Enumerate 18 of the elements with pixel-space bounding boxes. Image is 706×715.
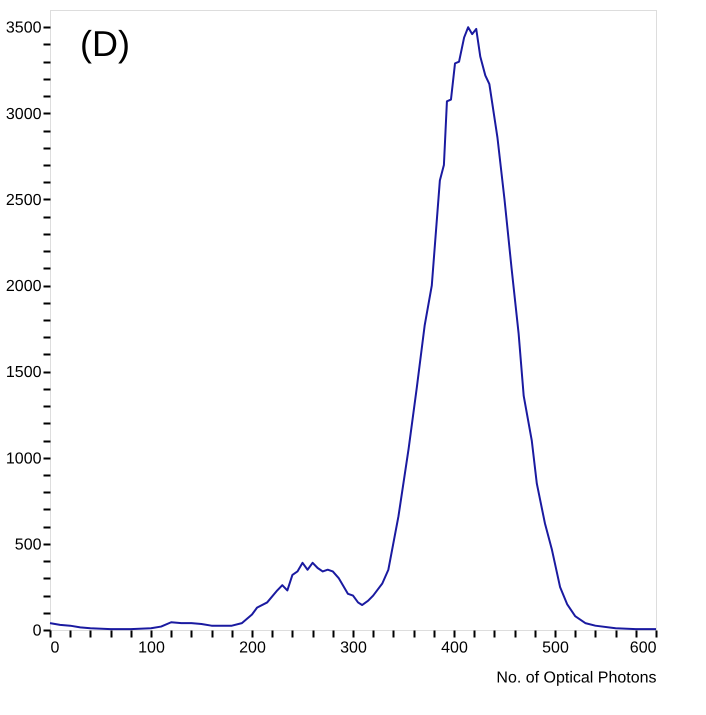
y-tick-label: 2500 [6,192,42,209]
y-tick-label: 3500 [6,20,42,37]
annotation: (D) [80,23,130,64]
line-series [49,26,657,630]
y-tick-label: 1000 [6,450,42,468]
y-tick-label: 3000 [6,106,42,123]
x-tick-label: 600 [630,640,657,656]
x-tick-label: 0 [50,640,60,656]
y-tick-label: 1500 [6,364,42,382]
x-tick-label: 500 [542,640,569,656]
y-tick-label: 0 [32,622,42,640]
y-tick-label: 500 [14,536,42,554]
y-tick-label: 2000 [6,278,42,296]
x-tick-label: 100 [138,640,165,656]
x-tick-label: 200 [239,640,266,656]
x-tick-label: 400 [441,640,468,656]
x-tick-label: 300 [340,640,367,656]
x-axis-title: No. of Optical Photons [496,670,656,686]
